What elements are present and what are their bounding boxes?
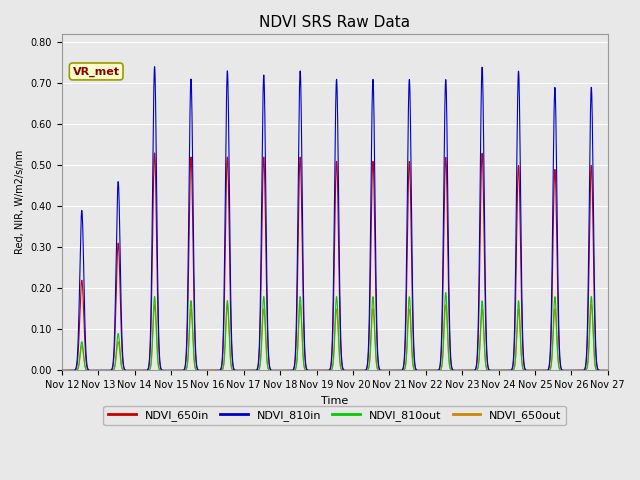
NDVI_650in [211, 368, 218, 373]
NDVI_810out [58, 368, 66, 373]
NDVI_650out [58, 368, 66, 373]
NDVI_810out [571, 368, 579, 373]
NDVI_650out [493, 368, 501, 373]
NDVI_650in [58, 368, 66, 373]
NDVI_650in [151, 150, 159, 156]
NDVI_810in [493, 368, 501, 373]
NDVI_650out [363, 368, 371, 373]
NDVI_810in [571, 368, 579, 373]
NDVI_810out [493, 368, 501, 373]
NDVI_650in [571, 368, 579, 373]
NDVI_650out [151, 302, 159, 308]
NDVI_650out [351, 368, 358, 373]
NDVI_810in [363, 366, 371, 372]
NDVI_650out [604, 368, 612, 373]
Line: NDVI_650in: NDVI_650in [62, 153, 608, 371]
Line: NDVI_810out: NDVI_810out [62, 293, 608, 371]
NDVI_650in [351, 368, 358, 373]
Y-axis label: Red, NIR, W/m2/s/nm: Red, NIR, W/m2/s/nm [15, 150, 25, 254]
NDVI_810in [351, 368, 358, 373]
Text: VR_met: VR_met [73, 66, 120, 77]
NDVI_810in [211, 368, 218, 373]
X-axis label: Time: Time [321, 396, 348, 406]
NDVI_650in [363, 366, 371, 372]
NDVI_650out [556, 367, 563, 372]
NDVI_810in [604, 368, 612, 373]
NDVI_810out [210, 368, 218, 373]
NDVI_810in [58, 368, 66, 373]
NDVI_810out [351, 368, 358, 373]
NDVI_810in [556, 350, 563, 356]
Legend: NDVI_650in, NDVI_810in, NDVI_810out, NDVI_650out: NDVI_650in, NDVI_810in, NDVI_810out, NDV… [104, 406, 566, 425]
Title: NDVI SRS Raw Data: NDVI SRS Raw Data [259, 15, 410, 30]
NDVI_650out [571, 368, 579, 373]
NDVI_810out [442, 290, 449, 296]
NDVI_650in [604, 368, 612, 373]
NDVI_810in [151, 64, 159, 70]
Line: NDVI_810in: NDVI_810in [62, 67, 608, 371]
Line: NDVI_650out: NDVI_650out [62, 305, 608, 371]
NDVI_650in [493, 368, 501, 373]
NDVI_650out [211, 368, 218, 373]
NDVI_650in [556, 355, 563, 361]
NDVI_810out [604, 368, 612, 373]
NDVI_810out [362, 368, 370, 373]
NDVI_810out [556, 366, 563, 372]
